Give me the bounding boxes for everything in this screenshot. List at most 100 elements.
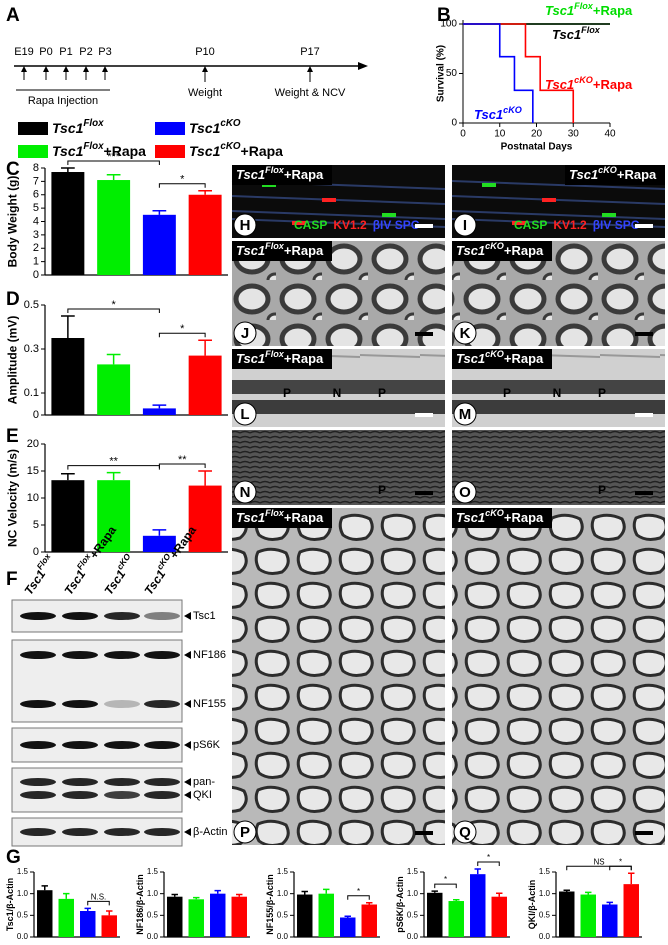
micrograph: [232, 508, 445, 845]
bar: [623, 884, 639, 937]
blot-band: [62, 791, 98, 799]
genotype: Flox: [83, 141, 104, 152]
error-bar: [453, 898, 460, 902]
blot-frame: [11, 767, 183, 813]
genotype: Flox: [265, 508, 285, 518]
stain-label: KV1.2: [553, 218, 587, 232]
arrow-head: [83, 66, 89, 72]
y-axis-label: Body Weight (g): [5, 176, 19, 268]
treatment: +Rapa: [284, 510, 324, 525]
error-bar: [323, 888, 330, 894]
x-tick-label: 40: [604, 129, 616, 140]
bar: [188, 194, 222, 275]
blot-band: [104, 612, 140, 620]
bar: [51, 172, 85, 275]
gene: Tsc1: [22, 567, 49, 597]
error-bar: [84, 907, 91, 911]
letter-badge: [453, 480, 477, 504]
error-bar: [152, 404, 167, 409]
significance-bracket: [158, 332, 206, 338]
band-arrow: [184, 828, 191, 836]
y-axis-label: Survival (%): [436, 45, 447, 102]
blot-band: [144, 651, 180, 659]
y-tick-label: 7: [33, 175, 39, 187]
panel-letter: Q: [459, 824, 471, 841]
y-axis-label: NF186/β-Actin: [135, 874, 145, 935]
region-marker: P: [598, 483, 606, 497]
blot-band: [20, 700, 56, 708]
bar: [210, 893, 226, 937]
y-tick-label: 2: [33, 242, 39, 254]
bar: [448, 901, 464, 937]
y-tick-label: 15: [27, 465, 39, 477]
y-tick-label: 1.5: [539, 867, 551, 876]
band-label: NF186: [193, 649, 226, 661]
significance-bracket: [158, 463, 206, 468]
y-tick-label: 1.5: [17, 867, 29, 876]
genotype-label: Tsc1Flox+Rapa: [236, 165, 324, 182]
y-axis-label: Tsc1/β-Actin: [5, 878, 15, 931]
bar: [602, 904, 618, 937]
genotype: Flox: [581, 25, 601, 35]
significance-bracket: [347, 895, 370, 900]
significance-label: N.S.: [91, 893, 107, 902]
y-tick-label: 100: [440, 19, 457, 30]
panel-letter: D: [6, 289, 20, 310]
error-bar: [61, 315, 75, 338]
blot-band: [104, 791, 140, 799]
fiber: [231, 195, 446, 205]
y-tick-label: 0: [33, 546, 39, 558]
y-tick-label: 5: [33, 519, 39, 531]
event-label: Weight: [188, 87, 222, 99]
error-bar: [301, 890, 308, 895]
gene: Tsc1: [545, 77, 574, 92]
genotype-label: Tsc1Flox+Rapa: [236, 349, 324, 366]
panel-letter: N: [240, 484, 251, 501]
arrow-head: [43, 66, 49, 72]
blot-band: [144, 741, 180, 749]
error-bar: [193, 896, 200, 900]
node-stain: [602, 213, 616, 217]
gene: Tsc1: [569, 167, 598, 182]
gene: Tsc1: [52, 143, 84, 159]
blot-band: [144, 828, 180, 836]
timepoint: P3: [98, 46, 111, 58]
bar: [37, 890, 53, 937]
y-tick-label: 1.5: [147, 867, 159, 876]
genotype: Flox: [83, 118, 104, 129]
error-bar: [106, 353, 121, 365]
genotype-label: Tsc1Flox: [52, 118, 104, 136]
letter-badge: [453, 213, 477, 237]
y-tick-label: 1.5: [277, 867, 289, 876]
bar: [142, 408, 176, 415]
panel-letter: O: [459, 484, 471, 501]
gene: Tsc1: [474, 107, 503, 122]
bar: [361, 904, 377, 937]
bar: [580, 894, 596, 937]
gene: Tsc1: [552, 27, 581, 42]
panel-letter: E: [6, 426, 19, 447]
label-box: [232, 165, 332, 185]
genotype: cKO: [485, 349, 504, 359]
bar: [340, 917, 356, 937]
genotype-label: Tsc1Flox+Rapa: [236, 241, 324, 258]
genotype: cKO: [485, 508, 504, 518]
gene: Tsc1: [456, 243, 485, 258]
timepoint: P10: [195, 46, 215, 58]
band-arrow: [184, 700, 191, 708]
stain-label: βIV SPC: [373, 218, 420, 232]
y-axis-label: QKI/β-Actin: [527, 880, 537, 930]
band-label: Tsc1: [193, 610, 216, 622]
label-box: [232, 349, 332, 369]
y-tick-label: 0.5: [407, 910, 419, 919]
y-tick-label: 8: [33, 162, 39, 174]
legend-swatch: [18, 145, 48, 158]
y-tick-label: 0.3: [24, 343, 39, 355]
arrow-head: [102, 66, 108, 72]
bar: [97, 364, 131, 415]
error-bar: [344, 915, 351, 918]
gene: Tsc1: [236, 167, 265, 182]
genotype: cKO: [115, 551, 133, 571]
letter-badge: [233, 480, 257, 504]
gene: Tsc1: [236, 243, 265, 258]
